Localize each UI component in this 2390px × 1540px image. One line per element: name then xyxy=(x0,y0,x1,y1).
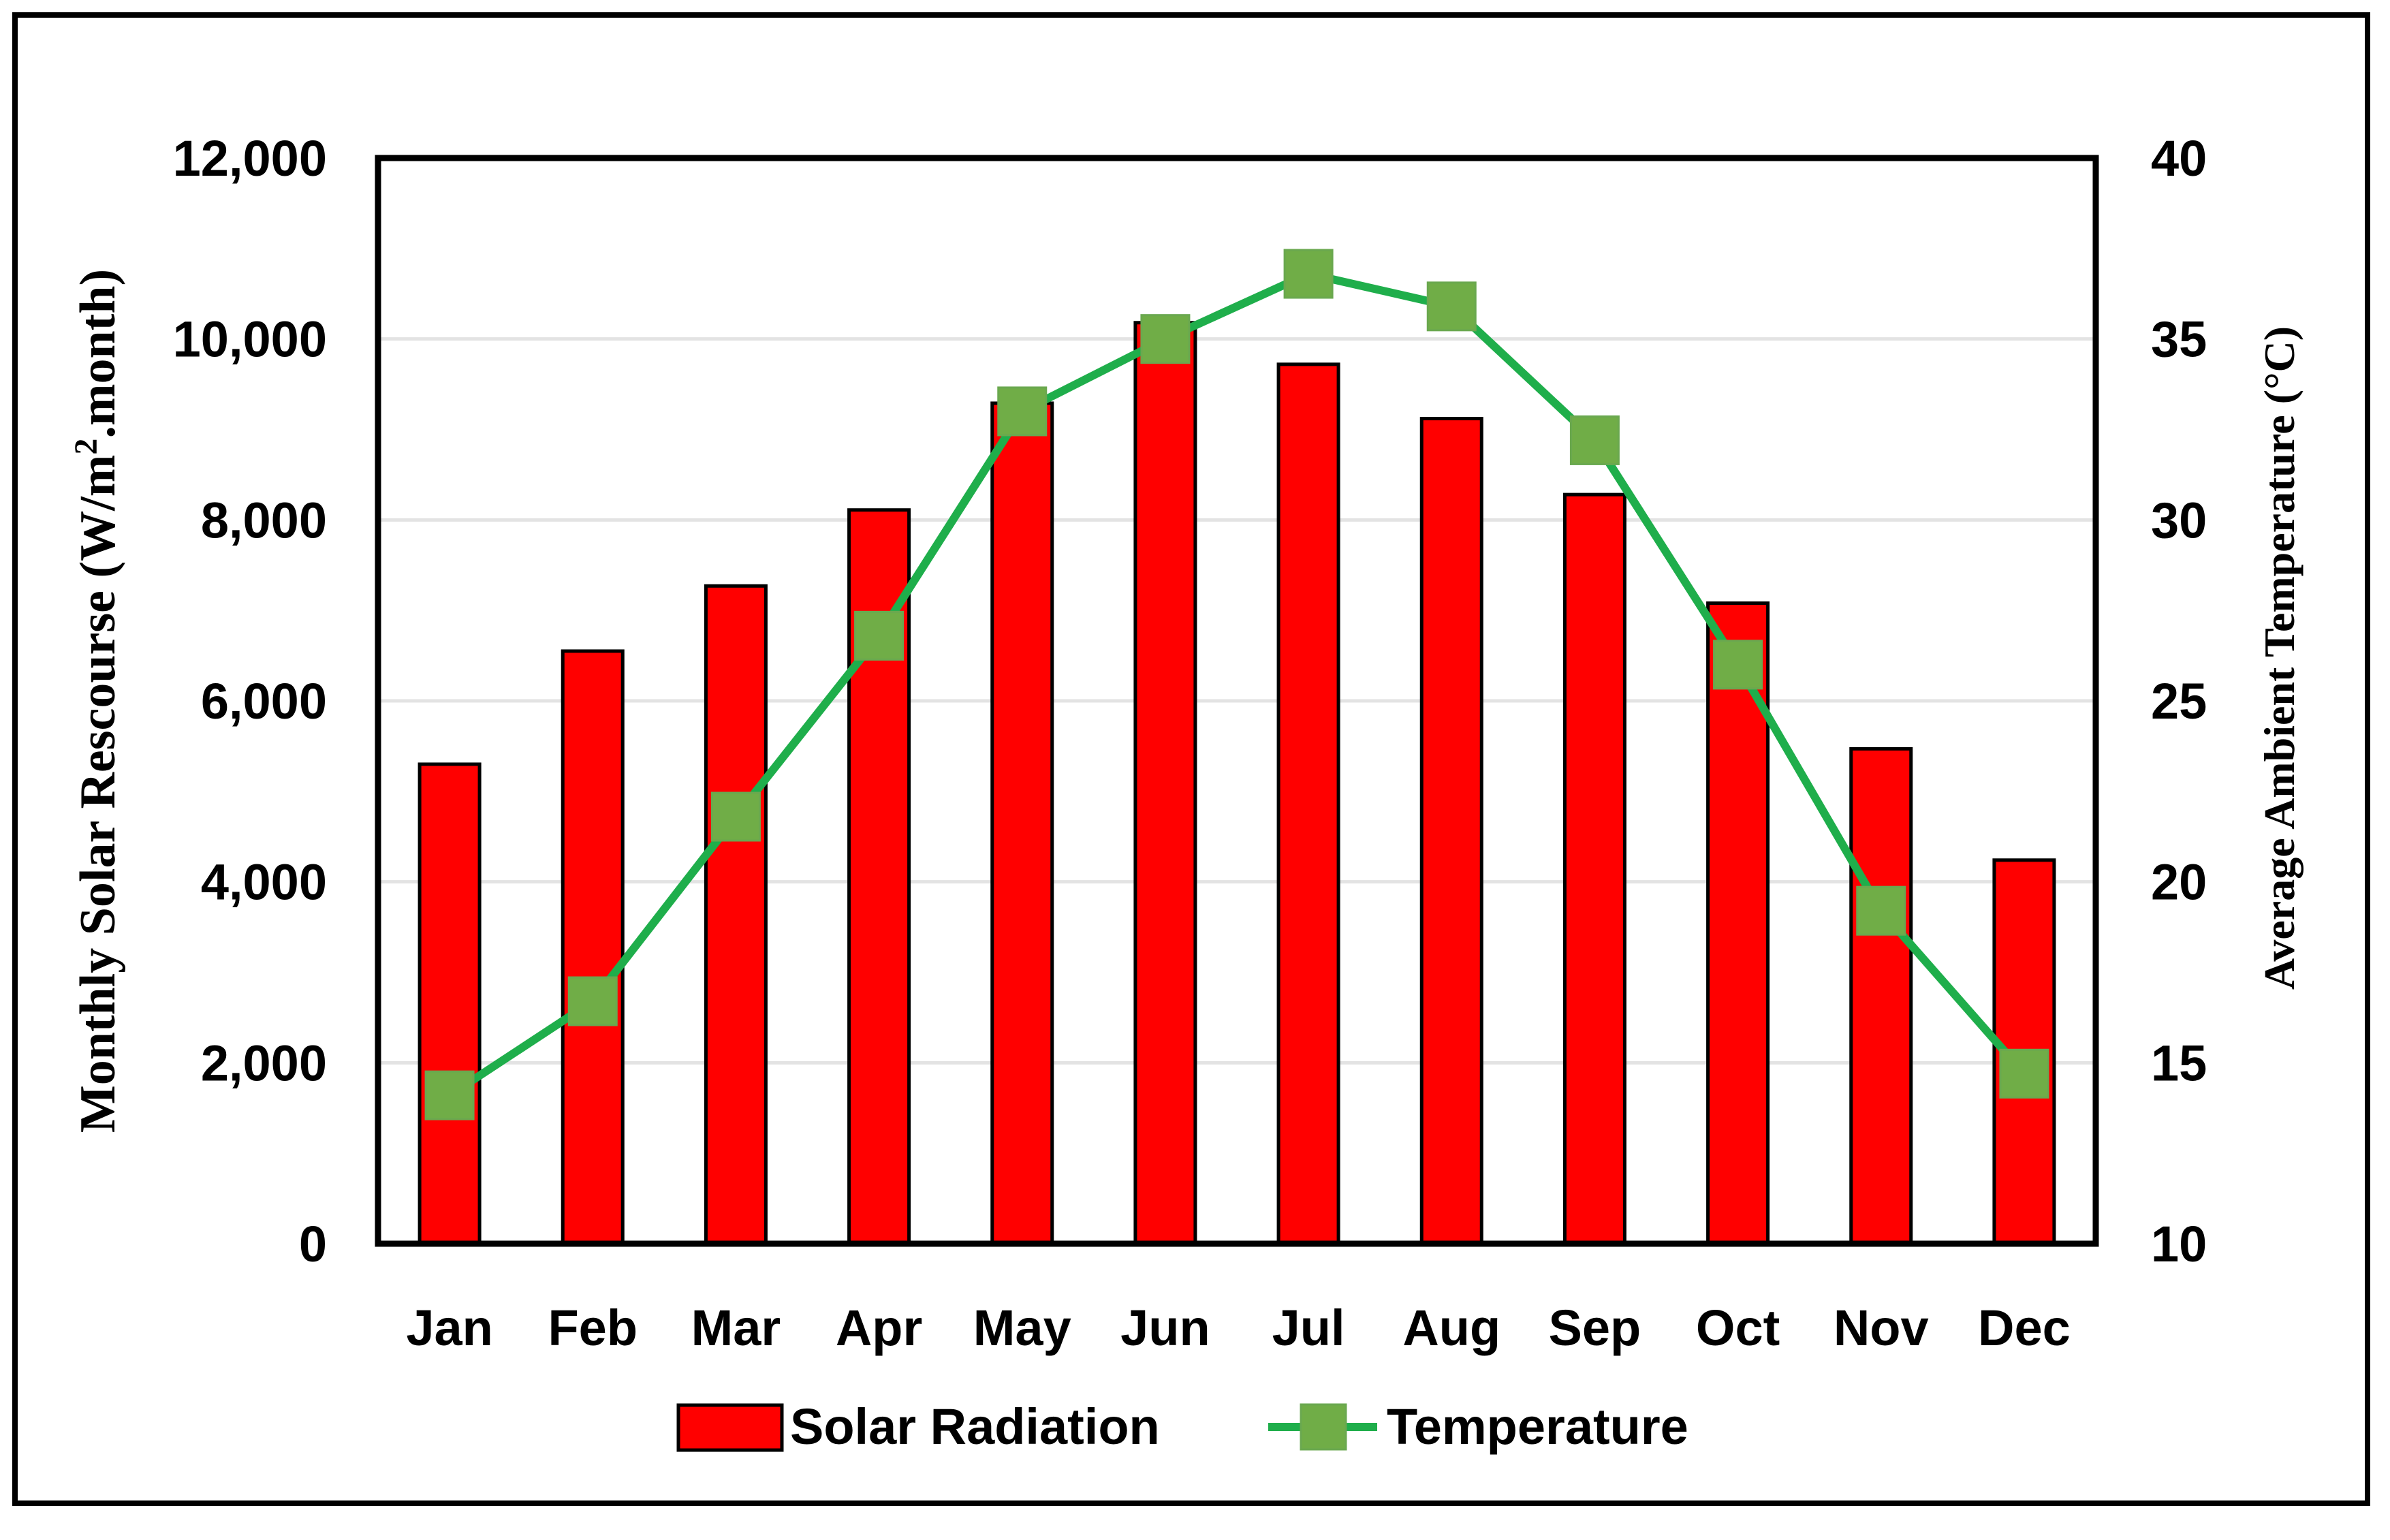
bar-aug xyxy=(1419,417,1483,1246)
y-right-tick: 10 xyxy=(2151,1216,2207,1272)
y-right-tick: 15 xyxy=(2151,1035,2207,1091)
marker-apr xyxy=(854,610,905,661)
bar-jun xyxy=(1133,321,1197,1246)
marker-sep xyxy=(1569,415,1620,465)
x-tick-jun: Jun xyxy=(1120,1300,1210,1356)
marker-dec xyxy=(1999,1048,2049,1099)
x-tick-jan: Jan xyxy=(406,1300,493,1356)
bar-nov xyxy=(1849,747,1913,1246)
x-tick-sep: Sep xyxy=(1549,1300,1641,1356)
legend-swatch-solar xyxy=(676,1403,784,1452)
x-axis-ticks: Jan Feb Mar Apr May Jun Jul Aug Sep Oct Nov Dec xyxy=(406,1300,2070,1356)
legend-label-solar: Solar Radiation xyxy=(790,1398,1160,1455)
temperature-line xyxy=(447,270,2028,1099)
marker-mar xyxy=(710,791,761,842)
legend: Solar Radiation Temperature xyxy=(676,1398,1688,1455)
x-tick-aug: Aug xyxy=(1402,1300,1500,1356)
marker-feb xyxy=(567,976,618,1026)
bar-jan xyxy=(418,762,482,1246)
right-axis-title: Average Ambient Temperature (°C) xyxy=(2255,326,2303,990)
legend-label-temperature: Temperature xyxy=(1387,1398,1688,1455)
left-axis-title: Monthly Solar Rescourse (W/m2.month) xyxy=(68,269,126,1133)
x-tick-may: May xyxy=(973,1300,1071,1356)
x-tick-nov: Nov xyxy=(1834,1300,1929,1356)
y-left-tick: 4,000 xyxy=(201,854,327,911)
bar-may xyxy=(990,401,1054,1246)
x-tick-feb: Feb xyxy=(548,1300,638,1356)
y-left-tick: 2,000 xyxy=(201,1035,327,1091)
marker-nov xyxy=(1856,885,1906,936)
y-left-tick: 12,000 xyxy=(173,130,327,187)
x-tick-jul: Jul xyxy=(1272,1300,1345,1356)
marker-may xyxy=(997,386,1048,437)
legend-marker-temperature xyxy=(1300,1403,1347,1451)
y-right-tick: 30 xyxy=(2151,492,2207,548)
x-tick-dec: Dec xyxy=(1978,1300,2071,1356)
y-right-tick: 20 xyxy=(2151,854,2207,911)
gridlines xyxy=(378,337,2096,1065)
marker-aug xyxy=(1426,281,1477,332)
marker-jul xyxy=(1283,249,1334,299)
right-axis-ticks: 10 15 20 25 30 35 40 xyxy=(2151,130,2207,1272)
bar-oct xyxy=(1706,601,1770,1246)
y-left-tick: 8,000 xyxy=(201,492,327,548)
y-left-tick: 10,000 xyxy=(173,311,327,368)
y-left-tick: 0 xyxy=(299,1216,327,1272)
y-right-tick: 25 xyxy=(2151,673,2207,729)
x-tick-apr: Apr xyxy=(836,1300,922,1356)
y-left-tick: 6,000 xyxy=(201,673,327,729)
marker-jun xyxy=(1140,314,1191,364)
marker-jan xyxy=(424,1070,475,1120)
line-series xyxy=(424,249,2049,1120)
x-tick-oct: Oct xyxy=(1696,1300,1780,1356)
bar-sep xyxy=(1562,492,1626,1246)
plot-area-border xyxy=(375,155,2099,1247)
y-right-tick: 35 xyxy=(2151,311,2207,368)
bar-jul xyxy=(1276,362,1340,1246)
bar-mar xyxy=(704,584,768,1246)
left-axis-ticks: 0 2,000 4,000 6,000 8,000 10,000 12,000 xyxy=(173,130,327,1272)
y-right-tick: 40 xyxy=(2151,130,2207,187)
marker-oct xyxy=(1713,640,1763,690)
bar-feb xyxy=(561,649,625,1246)
x-tick-mar: Mar xyxy=(691,1300,781,1356)
